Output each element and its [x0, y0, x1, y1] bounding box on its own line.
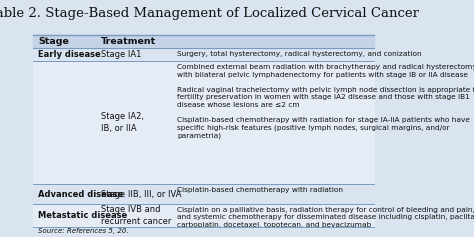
Text: Table 2. Stage-Based Management of Localized Cervical Cancer: Table 2. Stage-Based Management of Local… [0, 7, 419, 20]
Text: Source: References 5, 20.: Source: References 5, 20. [38, 228, 129, 234]
Bar [33, 61, 374, 184]
Bar [33, 35, 374, 48]
Text: Early disease: Early disease [38, 50, 101, 59]
Text: Metastatic disease: Metastatic disease [38, 211, 128, 220]
Text: Advanced disease: Advanced disease [38, 190, 123, 199]
Bar [33, 184, 374, 204]
Bar [33, 204, 374, 227]
Bar [33, 48, 374, 61]
Text: Treatment: Treatment [101, 37, 156, 46]
Text: Stage IIB, III, or IVA: Stage IIB, III, or IVA [101, 190, 182, 199]
Text: Cisplatin on a palliative basis, radiation therapy for control of bleeding and p: Cisplatin on a palliative basis, radiati… [177, 207, 474, 228]
Text: Surgery, total hysterectomy, radical hysterectomy, and conization: Surgery, total hysterectomy, radical hys… [177, 51, 422, 57]
Text: Stage IA2,
IB, or IIA: Stage IA2, IB, or IIA [101, 112, 144, 133]
Text: Combined external beam radiation with brachytherapy and radical hysterectomy
wit: Combined external beam radiation with br… [177, 64, 474, 139]
Text: Stage: Stage [38, 37, 69, 46]
Text: Stage IVB and
recurrent cancer: Stage IVB and recurrent cancer [101, 205, 172, 226]
Text: Stage IA1: Stage IA1 [101, 50, 142, 59]
Text: Cisplatin-based chemotherapy with radiation: Cisplatin-based chemotherapy with radiat… [177, 187, 343, 193]
